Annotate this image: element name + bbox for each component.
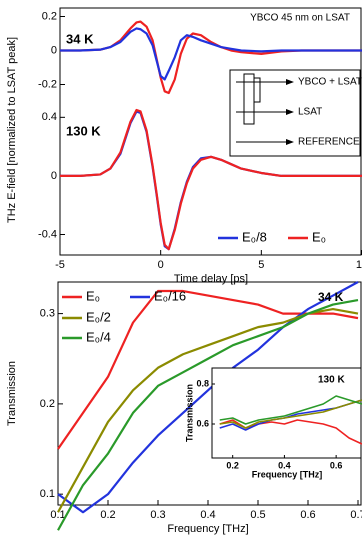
x-tick-label: -5 <box>55 259 65 271</box>
x-tick-label: 0.7 <box>350 509 362 521</box>
arrow-head <box>286 109 294 115</box>
x-tick-label: 0.2 <box>100 509 115 521</box>
legend-label: E₀/4 <box>86 329 111 344</box>
x-tick-label: 0.4 <box>278 460 291 470</box>
x-tick-label: 10 <box>356 259 362 271</box>
x-tick-label: 0.4 <box>200 509 215 521</box>
y-axis-label: Transmission <box>184 384 194 442</box>
y-tick-label: 0.2 <box>40 398 55 410</box>
inset-frame <box>211 367 362 459</box>
y-tick-label: 0.8 <box>196 378 209 388</box>
annotation: YBCO 45 nm on LSAT <box>250 13 350 24</box>
y-tick-label: -0.2 <box>38 78 57 90</box>
annotation: 130 K <box>66 123 101 138</box>
y-axis-label: Transmission <box>6 361 18 426</box>
x-tick-label: 0.5 <box>250 509 265 521</box>
data-line <box>57 281 359 514</box>
y-tick-label: 0.1 <box>40 488 55 500</box>
annotation: YBCO + LSAT <box>298 77 362 88</box>
arrow-head <box>286 79 294 85</box>
legend-label: E₀/16 <box>154 288 186 303</box>
x-axis-label: Time delay [ps] <box>174 273 248 285</box>
data-line <box>60 20 362 95</box>
y-tick-label: 0.6 <box>196 418 209 428</box>
annotation: LSAT <box>298 107 322 118</box>
legend-label: E₀/8 <box>242 229 267 244</box>
data-line <box>57 298 359 531</box>
data-line <box>60 108 362 251</box>
x-axis-label: Frequency [THz] <box>252 469 323 479</box>
film <box>253 77 261 103</box>
annotation: 34 K <box>318 290 344 304</box>
arrow-head <box>286 139 294 145</box>
x-tick-label: 0 <box>158 259 164 271</box>
y-tick-label: 0.2 <box>42 10 57 22</box>
setup-diagram: YBCO + LSAT LSAT REFERENCE <box>229 69 362 157</box>
y-tick-label: 0 <box>51 44 57 56</box>
data-line <box>60 27 362 81</box>
data-line <box>219 399 362 429</box>
y-tick-label: 0.4 <box>42 111 57 123</box>
x-tick-label: 5 <box>258 259 264 271</box>
y-tick-label: 0 <box>51 170 57 182</box>
x-tick-label: 0.1 <box>50 509 65 521</box>
annotation: REFERENCE <box>298 137 360 148</box>
x-tick-label: 0.2 <box>226 460 239 470</box>
legend-label: E₀ <box>86 288 100 303</box>
x-tick-label: 0.3 <box>150 509 165 521</box>
x-tick-label: 0.6 <box>330 460 343 470</box>
y-axis-label: THz E-field [normalized to LSAT peak] <box>6 37 18 223</box>
legend-label: E₀/2 <box>86 309 111 324</box>
y-tick-label: -0.4 <box>38 228 57 240</box>
top-frame <box>59 7 362 256</box>
annotation: 130 K <box>318 375 345 386</box>
annotation: 34 K <box>66 31 94 46</box>
data-line <box>219 395 362 425</box>
y-tick-label: 0.3 <box>40 308 55 320</box>
legend-label: E₀ <box>312 229 326 244</box>
x-axis-label: Frequency [THz] <box>167 523 248 535</box>
x-tick-label: 0.6 <box>300 509 315 521</box>
